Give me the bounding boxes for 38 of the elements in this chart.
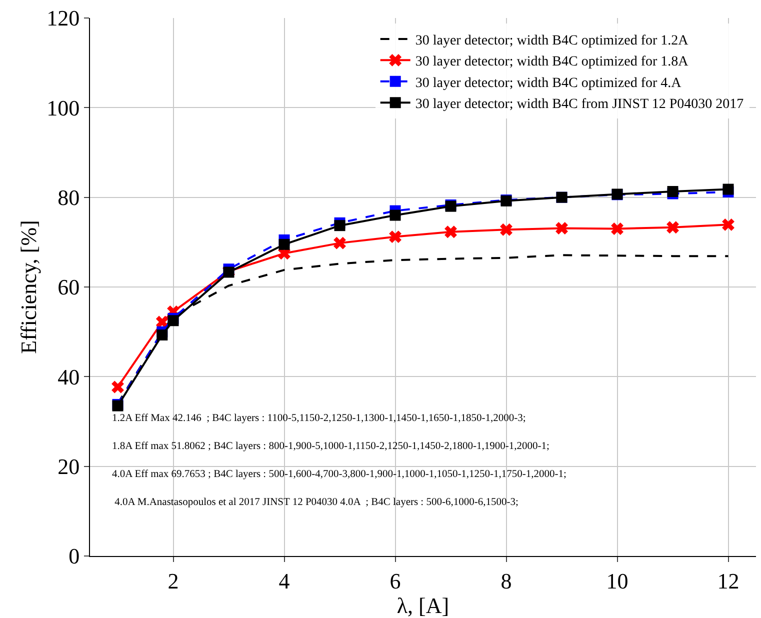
x-tick-label: 10 <box>606 568 628 594</box>
legend-label: 30 layer detector; width B4C from JINST 12 P04030 2017 <box>415 97 744 112</box>
point <box>722 184 734 195</box>
point <box>556 222 568 234</box>
point <box>444 226 457 238</box>
x-tick-label: 12 <box>717 568 740 594</box>
point <box>500 223 512 236</box>
x-axis-title: λ, [A] <box>396 593 450 618</box>
y-axis-title: Efficiency, [%] <box>16 220 41 354</box>
x-tick-label: 4 <box>278 568 290 594</box>
point <box>112 380 124 394</box>
point <box>611 222 624 235</box>
y-tick-label: 20 <box>58 454 80 480</box>
y-tick-label: 100 <box>46 95 80 120</box>
y-tick-label: 60 <box>58 274 80 300</box>
y-tick-label: 120 <box>46 6 80 31</box>
point <box>156 329 168 340</box>
point <box>389 230 402 244</box>
point <box>334 236 346 250</box>
x-tick-label: 2 <box>168 568 179 594</box>
annotation: 4.0A Eff max 69.7653 ; B4C layers : 500-1,600-4,700-3,800-1,900-1,1000-1,1050-1,1250-1,1750-1,2000-1; <box>112 469 567 480</box>
legend-label: 30 layer detector; width B4C optimized for 1.8A <box>415 54 690 70</box>
legend-label: 30 layer detector; width B4C optimized for 4.A <box>415 76 682 91</box>
point <box>390 210 401 221</box>
point <box>334 220 346 232</box>
annotation: 1.8A Eff max 51.8062 ; B4C layers : 800-1,900-5,1000-1,1150-2,1250-1,1450-2,1800-1,1900-1,2000-1; <box>112 441 550 452</box>
y-tick-label: 40 <box>58 364 80 390</box>
legend-label: 30 layer detector; width B4C optimized for 1.2A <box>415 33 690 48</box>
annotation: 1.2A Eff Max 42.146 ; B4C layers : 1100-5,1150-2,1250-1,1300-1,1450-1,1650-1,1850-1,2000-3; <box>112 413 526 424</box>
x-tick-label: 6 <box>390 568 401 594</box>
y-tick-label: 0 <box>68 544 80 569</box>
point <box>666 221 679 234</box>
y-tick-label: 80 <box>58 185 80 210</box>
x-tick-label: 8 <box>500 568 512 594</box>
point <box>168 315 179 326</box>
annotation: 4.0A M.Anastasopoulos et al 2017 JINST 12 P04030 4.0A ; B4C layers : 500-6,1000-6,1500-3; <box>112 497 518 508</box>
point <box>722 218 734 231</box>
point <box>278 238 290 250</box>
